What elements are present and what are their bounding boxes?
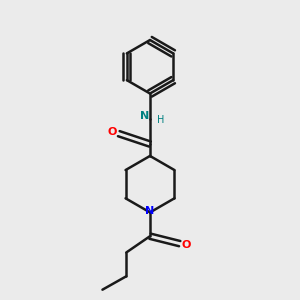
Text: O: O xyxy=(182,240,191,250)
Text: O: O xyxy=(108,127,117,137)
Text: N: N xyxy=(146,206,154,216)
Text: N: N xyxy=(140,111,149,122)
Text: H: H xyxy=(157,115,164,125)
